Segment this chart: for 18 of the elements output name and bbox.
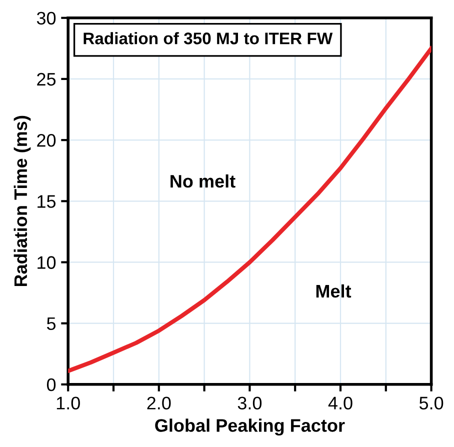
x-tick-label: 3.0 xyxy=(238,396,262,410)
y-tick-label: 10 xyxy=(38,256,56,269)
y-tick-label: 0 xyxy=(46,378,56,392)
y-tick-label: 5 xyxy=(46,317,56,330)
annotation: Radiation of 350 MJ to ITER FW xyxy=(84,32,333,44)
y-tick-label: 30 xyxy=(36,12,56,25)
annotation: Melt xyxy=(316,284,352,298)
x-tick-label: 2.0 xyxy=(147,396,171,410)
y-tick-label: 25 xyxy=(37,72,56,86)
y-tick-label: 20 xyxy=(37,134,56,147)
y-tick-label: 15 xyxy=(38,195,56,208)
x-tick-label: 4.0 xyxy=(328,396,352,410)
x-axis-title: Global Peaking Factor xyxy=(155,418,345,436)
annotation: No melt xyxy=(170,174,236,188)
line-series xyxy=(68,46,432,374)
x-tick-label: 1.0 xyxy=(56,396,80,410)
x-tick-label: 5.0 xyxy=(419,396,444,410)
y-axis-title: Radiation Time (ms) xyxy=(14,116,31,286)
